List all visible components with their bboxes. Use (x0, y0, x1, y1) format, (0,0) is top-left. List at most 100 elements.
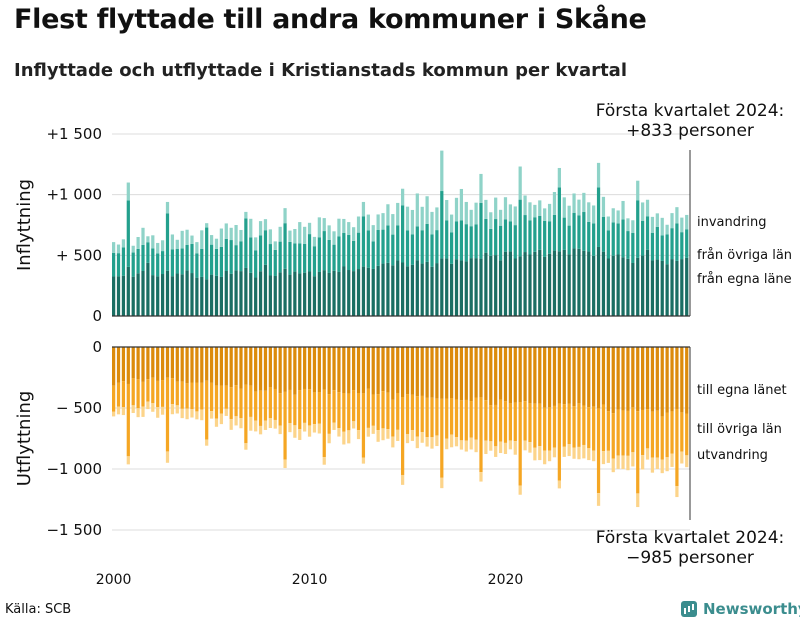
bar-segment-inflyttning (307, 234, 312, 272)
bar-segment-inflyttning (440, 258, 444, 316)
bar-segment-inflyttning (337, 271, 341, 316)
bar-segment-inflyttning (494, 255, 498, 316)
bar-segment-inflyttning (518, 199, 522, 257)
bar-segment-inflyttning (543, 208, 547, 221)
bar-segment-inflyttning (273, 241, 277, 250)
bar-segment-utflyttning (567, 347, 571, 404)
bar-segment-inflyttning (665, 224, 669, 235)
bar-segment-utflyttning (317, 347, 321, 393)
bar-segment-inflyttning (249, 237, 253, 273)
bar-segment-inflyttning (293, 271, 297, 316)
bar-segment-utflyttning (582, 405, 586, 445)
bar-segment-inflyttning (449, 214, 454, 233)
bar-segment-inflyttning (479, 173, 483, 203)
bar-segment-utflyttning (567, 444, 571, 457)
bar-segment-inflyttning (288, 230, 292, 242)
bar-segment-utflyttning (234, 416, 238, 426)
callout-title-inflyttning: Första kvartalet 2024: (596, 101, 785, 121)
bar-segment-utflyttning (645, 409, 650, 449)
bar-segment-utflyttning (508, 347, 512, 404)
bar-segment-inflyttning (371, 268, 375, 316)
bar-segment-utflyttning (273, 388, 277, 420)
bar-segment-inflyttning (303, 243, 307, 273)
bar-segment-utflyttning (116, 382, 121, 407)
bar-segment-utflyttning (136, 347, 140, 380)
bar-segment-utflyttning (141, 381, 145, 407)
bar-segment-inflyttning (239, 241, 243, 272)
bar-segment-utflyttning (347, 430, 351, 444)
bar-segment-utflyttning (538, 347, 542, 404)
bar-segment-inflyttning (121, 275, 126, 316)
bar-segment-inflyttning (312, 276, 317, 316)
bar-segment-utflyttning (156, 380, 160, 408)
bar-segment-utflyttning (342, 347, 346, 393)
bar-segment-inflyttning (205, 227, 209, 280)
bar-segment-utflyttning (636, 347, 640, 412)
bar-segment-inflyttning (650, 232, 655, 261)
bar-segment-utflyttning (543, 347, 547, 408)
bar-segment-inflyttning (288, 274, 292, 316)
bar-segment-utflyttning (601, 451, 606, 465)
bar-segment-inflyttning (278, 272, 282, 316)
bar-segment-inflyttning (180, 230, 184, 249)
bar-segment-inflyttning (293, 229, 297, 244)
bar-segment-inflyttning (131, 252, 135, 277)
bar-segment-inflyttning (386, 262, 390, 316)
bar-segment-utflyttning (116, 347, 121, 383)
bar-segment-utflyttning (190, 382, 194, 410)
bar-segment-utflyttning (567, 403, 571, 445)
series-label-inflyttning: från egna läne (697, 272, 792, 287)
bar-segment-inflyttning (352, 240, 356, 272)
bar-segment-utflyttning (631, 452, 635, 467)
bar-segment-utflyttning (361, 393, 366, 458)
bar-segment-utflyttning (263, 347, 268, 391)
bar-segment-inflyttning (401, 188, 405, 206)
bar-segment-utflyttning (582, 347, 586, 406)
bar-segment-inflyttning (195, 253, 199, 278)
bar-segment-utflyttning (263, 420, 268, 430)
bar-segment-utflyttning (244, 347, 248, 385)
bar-segment-inflyttning (249, 272, 253, 316)
bar-segment-utflyttning (489, 347, 493, 406)
bar-segment-inflyttning (126, 182, 130, 201)
bar-segment-utflyttning (283, 391, 287, 460)
bar-segment-utflyttning (288, 389, 292, 424)
bar-segment-utflyttning (131, 347, 135, 379)
bar-segment-utflyttning (356, 430, 361, 440)
bar-segment-utflyttning (533, 347, 537, 404)
bar-segment-inflyttning (332, 244, 336, 271)
bar-segment-utflyttning (430, 347, 434, 398)
bar-segment-inflyttning (650, 260, 655, 316)
bar-segment-inflyttning (518, 256, 522, 316)
bar-segment-inflyttning (258, 271, 263, 316)
bar-segment-utflyttning (498, 347, 503, 400)
bar-segment-inflyttning (254, 250, 258, 278)
bar-segment-utflyttning (410, 394, 415, 431)
bar-segment-inflyttning (396, 260, 400, 316)
bar-segment-inflyttning (141, 270, 145, 316)
bar-segment-utflyttning (352, 390, 356, 422)
bar-segment-inflyttning (268, 275, 272, 316)
bar-segment-utflyttning (660, 347, 664, 417)
bar-segment-utflyttning (356, 347, 361, 393)
bar-segment-inflyttning (298, 273, 302, 316)
series-label-inflyttning: från övriga län (697, 248, 792, 263)
bar-segment-inflyttning (489, 212, 493, 229)
bar-segment-inflyttning (116, 276, 121, 316)
bar-segment-utflyttning (312, 392, 317, 425)
bar-segment-inflyttning (655, 213, 659, 227)
bar-segment-inflyttning (268, 244, 272, 276)
bar-segment-inflyttning (631, 262, 635, 316)
chart-subtitle: Inflyttade och utflyttade i Kristianstad… (14, 60, 627, 81)
bar-segment-inflyttning (503, 219, 508, 252)
bar-segment-utflyttning (547, 347, 552, 408)
bar-segment-inflyttning (508, 251, 512, 316)
bar-segment-inflyttning (601, 196, 606, 217)
bar-segment-utflyttning (680, 412, 684, 452)
bar-segment-inflyttning (391, 214, 395, 235)
bar-segment-inflyttning (547, 203, 552, 222)
bar-segment-inflyttning (112, 276, 116, 316)
bar-segment-inflyttning (342, 218, 346, 234)
bar-segment-inflyttning (376, 229, 380, 266)
bar-segment-inflyttning (631, 233, 635, 263)
